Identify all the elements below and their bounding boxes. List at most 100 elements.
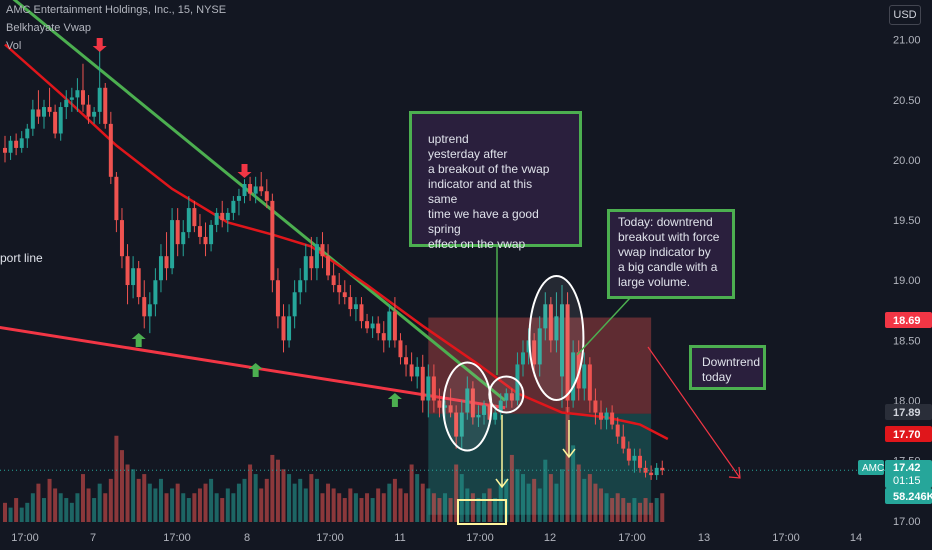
volume-indicator-label[interactable]: Vol — [6, 40, 22, 52]
candle — [142, 280, 147, 329]
volume-bar — [521, 474, 526, 522]
candle-body — [153, 280, 158, 305]
volume-bar — [53, 488, 58, 522]
volume-bar — [376, 488, 381, 522]
volume-bar — [275, 459, 280, 522]
volume-bar — [431, 493, 436, 522]
candle-body — [565, 304, 570, 401]
candle-body — [309, 256, 314, 269]
volume-tag-bg — [885, 488, 932, 504]
candle — [654, 463, 659, 480]
y-tick-label: 19.50 — [893, 215, 921, 227]
candle-body — [554, 316, 559, 341]
entry-price-tag: 17.89 — [893, 407, 921, 419]
volume-bar — [86, 488, 91, 522]
candle — [560, 285, 564, 408]
volume-bar — [381, 493, 386, 522]
candle-body — [25, 128, 30, 139]
volume-bar — [153, 488, 158, 522]
candle-body — [242, 184, 247, 197]
candle — [498, 393, 503, 420]
candle-body — [431, 376, 436, 401]
candle — [92, 107, 97, 124]
candle-body — [75, 90, 80, 98]
candle-body — [53, 111, 58, 134]
note-connector — [576, 297, 631, 356]
volume-bar — [604, 493, 609, 522]
candle — [426, 364, 431, 418]
candle — [47, 87, 52, 117]
candle-body — [459, 412, 464, 437]
support-line-label: port line — [0, 251, 43, 265]
candle — [86, 95, 91, 124]
candle — [582, 352, 587, 401]
volume-bar — [582, 478, 587, 522]
candle-body — [80, 90, 85, 105]
candle-body — [326, 256, 331, 276]
volume-bar — [409, 464, 414, 522]
vwap-price-tag: 17.70 — [893, 429, 921, 441]
volume-bar — [158, 478, 163, 522]
x-tick-label: 17:00 — [163, 532, 191, 544]
candle — [532, 333, 537, 377]
symbol-tag: AMC — [862, 463, 884, 474]
candle-body — [220, 212, 225, 221]
candle-body — [47, 107, 52, 112]
candle — [19, 131, 24, 153]
candle — [437, 388, 442, 418]
candle — [649, 465, 654, 480]
volume-tag: 58.246K — [893, 491, 932, 503]
candle — [587, 357, 592, 413]
candle-body — [164, 256, 169, 269]
sell-arrow-icon — [92, 38, 107, 52]
volume-bar — [515, 469, 520, 522]
currency-badge[interactable]: USD — [889, 5, 921, 25]
candle-body — [108, 123, 113, 177]
candle-body — [415, 366, 420, 377]
x-tick-label: 13 — [698, 532, 710, 544]
candle-body — [97, 87, 102, 112]
candle — [470, 381, 475, 425]
volume-bar — [259, 488, 264, 522]
candle — [147, 292, 152, 334]
target-price-tag: 18.69 — [893, 315, 921, 327]
candle — [170, 208, 175, 275]
resistance-trendline — [12, 0, 507, 402]
candle-body — [404, 357, 409, 365]
x-tick-label: 12 — [544, 532, 556, 544]
volume-bar — [571, 445, 576, 522]
last-price-tag-bg — [885, 460, 932, 488]
candle — [515, 352, 520, 406]
volume-bar — [164, 493, 169, 522]
y-tick-label: 19.00 — [893, 275, 921, 287]
candle — [326, 244, 331, 281]
candle-body — [197, 226, 202, 237]
buy-arrow-icon — [387, 393, 402, 407]
candle-body — [359, 304, 364, 322]
candle-body — [353, 304, 358, 310]
candle-body — [36, 109, 41, 117]
volume-bar — [387, 483, 392, 522]
candle — [381, 321, 386, 353]
x-tick-label: 17:00 — [316, 532, 344, 544]
volume-bar — [192, 493, 197, 522]
candle-body — [253, 186, 258, 194]
candle-body — [214, 212, 219, 225]
volume-bar — [236, 483, 241, 522]
volume-pointer-head — [562, 448, 576, 459]
candle-body — [660, 467, 665, 471]
candle — [643, 460, 648, 478]
candle — [119, 208, 124, 269]
volume-bar — [560, 469, 564, 522]
candle — [314, 236, 319, 281]
candle — [303, 244, 308, 293]
candle — [554, 292, 559, 353]
entry-price-tag-bg — [885, 404, 932, 420]
volume-pointer-head — [495, 478, 509, 489]
volume-bar — [125, 464, 130, 522]
volume-bar — [610, 498, 615, 522]
vwap-indicator-label[interactable]: Belkhayate Vwap — [6, 22, 91, 34]
candle — [409, 352, 414, 382]
candle-body — [41, 107, 46, 117]
